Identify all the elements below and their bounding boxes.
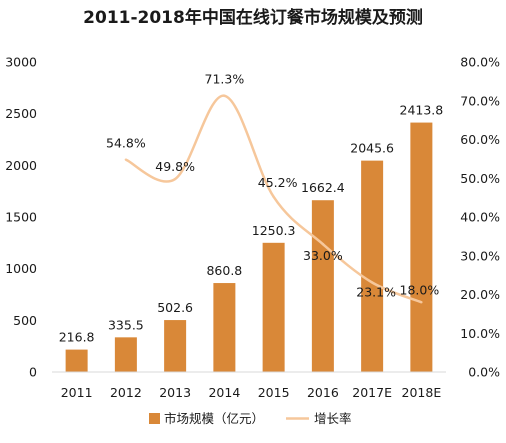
y-right-tick-label: 80.0% [460,55,500,70]
bar-value-label-2016: 1662.4 [301,180,345,195]
x-tick-label-2018E: 2018E [402,385,442,400]
y-left-tick-label: 1500 [5,210,37,225]
y-axis-right: 0.0% 10.0% 20.0% 30.0% 40.0% 50.0% 60.0% 70.0% 8… [460,55,500,380]
bar-value-label-2014: 860.8 [206,263,242,278]
bar-2012 [114,337,137,372]
bar-2018E [410,122,433,372]
x-tick-label-2013: 2013 [159,385,191,400]
legend: 市场规模（亿元） 增长率 [149,411,352,426]
y-axis-left: 0 500 1000 1500 2000 2500 3000 [5,55,37,380]
growth-value-label-2013: 49.8% [155,159,195,174]
growth-value-label-2015: 45.2% [258,175,298,190]
x-tick-label-2012: 2012 [110,385,142,400]
growth-value-label-2016: 33.0% [303,248,343,263]
y-left-tick-label: 3000 [5,55,37,70]
y-left-tick-label: 500 [13,313,37,328]
y-left-tick-label: 1000 [5,261,37,276]
x-axis: 2011 2012 2013 2014 2015 2016 2017E 2018E [52,371,446,400]
bar-value-label-2018E: 2413.8 [400,103,444,118]
y-right-tick-label: 20.0% [460,287,500,302]
y-right-tick-label: 50.0% [460,171,500,186]
growth-point-2016 [321,242,325,246]
y-left-tick-label: 2000 [5,158,37,173]
y-left-tick-label: 0 [29,365,37,380]
growth-point-2017E [370,281,374,284]
legend-label-line: 增长率 [314,411,352,426]
legend-swatch-bars [149,413,160,424]
x-tick-label-2017E: 2017E [352,385,392,400]
growth-value-label-2017E: 23.1% [356,284,396,299]
bar-2017E [361,160,384,372]
bar-value-label-2013: 502.6 [157,300,193,315]
growth-point-2012 [124,158,128,161]
growth-point-2013 [173,177,177,181]
x-tick-label-2011: 2011 [61,385,93,400]
bar-value-label-2017E: 2045.6 [350,141,394,156]
bar-2016 [311,200,334,372]
y-left-tick-label: 2500 [5,106,37,121]
y-right-tick-label: 10.0% [460,326,500,341]
x-tick-label-2016: 2016 [307,385,339,400]
y-right-tick-label: 60.0% [460,132,500,147]
legend-label-bars: 市场规模（亿元） [164,411,264,426]
growth-value-label-2012: 54.8% [106,136,146,151]
data-labels: 216.8 335.5 502.6 860.8 1250.3 1662.4 2045.6 24… [59,72,444,345]
growth-point-2018E [420,301,423,304]
bar-series [65,122,433,372]
bar-2013 [164,320,187,372]
growth-value-label-2018E: 18.0% [400,282,440,297]
growth-point-2015 [272,195,275,199]
chart-title: 2011-2018年中国在线订餐市场规模及预测 [83,7,423,28]
y-right-tick-label: 70.0% [460,93,500,108]
x-tick-label-2015: 2015 [258,385,290,400]
x-tick-label-2014: 2014 [208,385,240,400]
bar-2011 [65,349,88,372]
growth-value-label-2014: 71.3% [205,72,245,87]
y-right-tick-label: 40.0% [460,210,500,225]
growth-line-series [124,94,423,304]
growth-point-2014 [223,94,226,97]
bar-2014 [213,283,236,372]
bar-2015 [262,242,285,372]
bar-value-label-2011: 216.8 [59,330,95,345]
y-right-tick-label: 0.0% [468,365,500,380]
bar-value-label-2015: 1250.3 [252,223,296,238]
y-right-tick-label: 30.0% [460,248,500,263]
bar-value-label-2012: 335.5 [108,317,144,332]
